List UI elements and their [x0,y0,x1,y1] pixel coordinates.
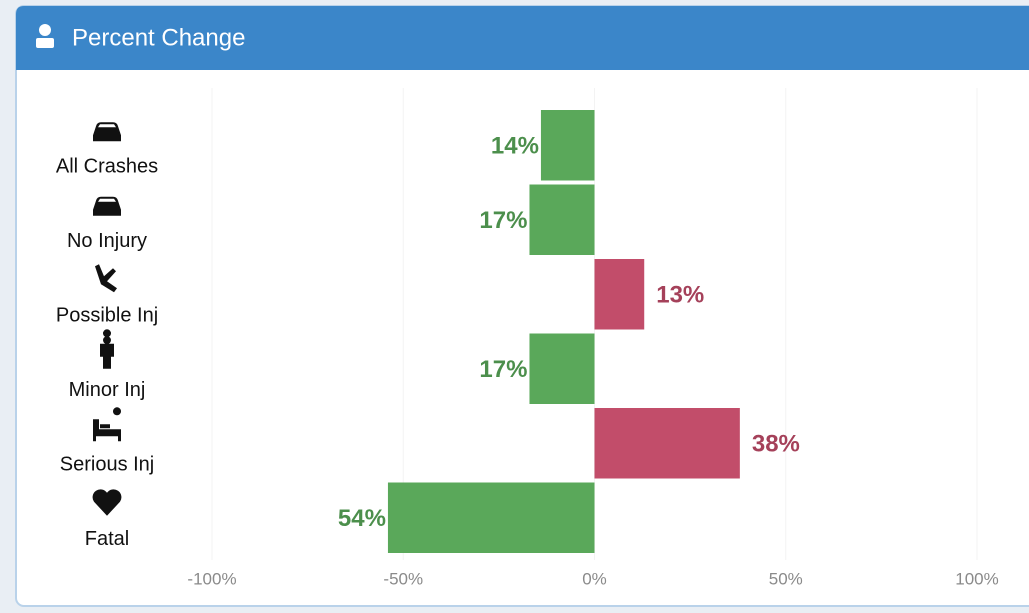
category-icon [92,489,122,516]
category-icon [93,122,121,142]
value-label: 54% [338,505,386,532]
chart-title: Percent Change [72,24,245,51]
value-label: 17% [479,356,527,383]
bar [529,184,595,255]
bar [594,259,645,330]
value-label: 17% [479,207,527,234]
x-tick-label: -100% [187,569,236,588]
bar [540,110,595,181]
x-tick-label: -50% [383,569,423,588]
panel-header [16,6,1029,70]
bar [594,408,740,479]
bar [529,333,595,404]
category-icon [93,407,121,442]
y-tick-label: All Crashes [56,156,158,178]
category-icon [95,264,117,293]
y-tick-label: Possible Inj [56,305,158,327]
value-label: 38% [752,431,800,458]
header-icon [36,24,54,48]
y-tick-label: No Injury [67,230,147,252]
x-tick-label: 0% [582,569,607,588]
x-tick-label: 100% [955,569,998,588]
y-tick-label: Fatal [85,528,129,550]
category-icon [100,329,114,369]
bar [387,482,595,553]
y-tick-label: Minor Inj [69,379,146,401]
value-label: 14% [491,133,539,160]
x-tick-label: 50% [769,569,803,588]
y-tick-label: Serious Inj [60,454,155,476]
category-icon [93,196,121,216]
value-label: 13% [656,282,704,309]
